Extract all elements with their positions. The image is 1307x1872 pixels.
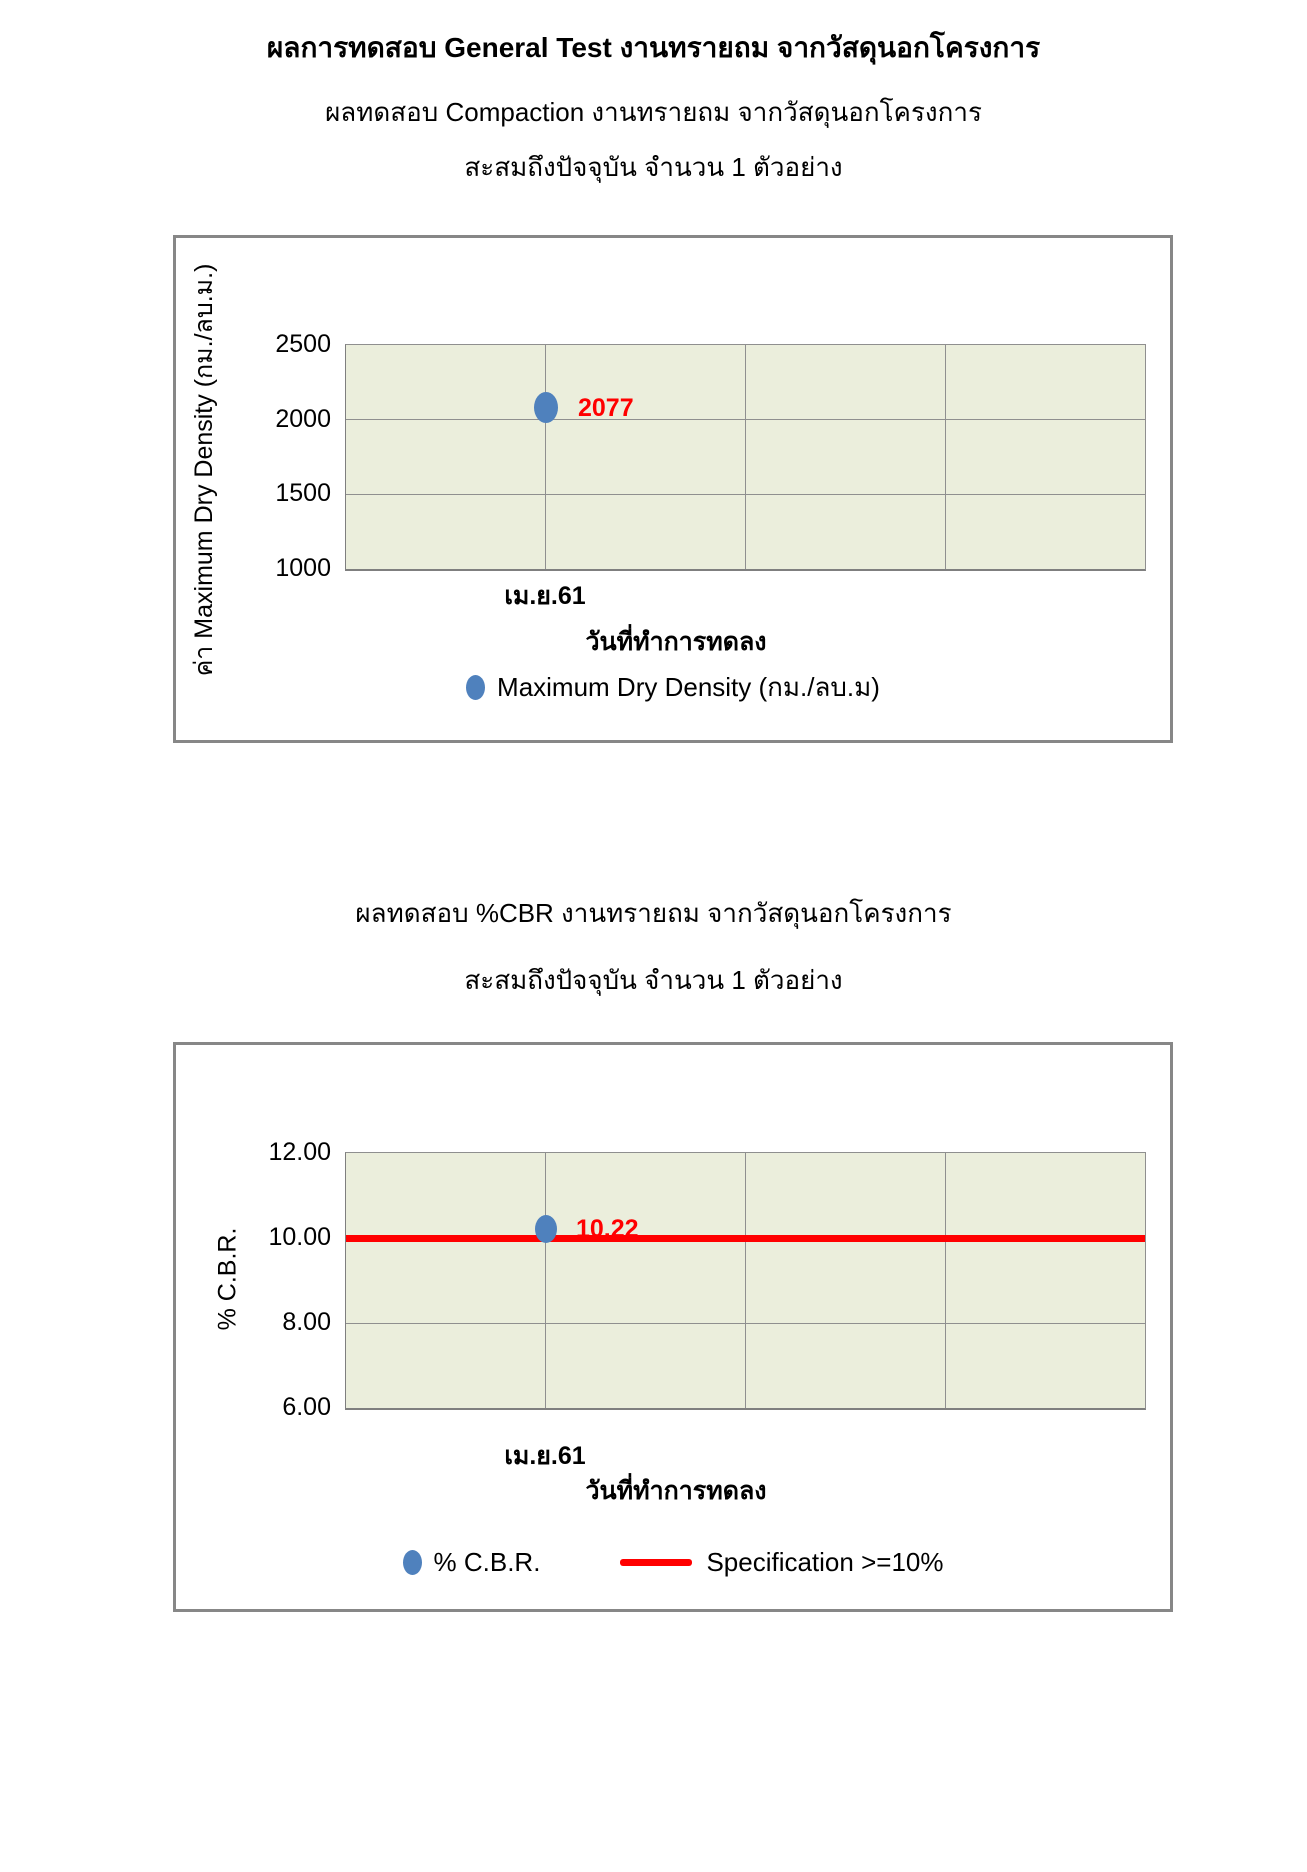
chart1-ytick-1500: 1500 [275, 479, 331, 507]
chart1-ytick-2000: 2000 [275, 405, 331, 433]
chart2-plot-area: 10.22 [345, 1152, 1146, 1410]
chart1-data-point-label: 2077 [578, 394, 634, 422]
chart1-title: ผลทดสอบ Compaction งานทรายถม จากวัสดุนอก… [325, 97, 982, 127]
chart2-specification-line [346, 1235, 1145, 1242]
chart2-legend-spec-label: Specification >=10% [706, 1547, 944, 1577]
chart1-data-point-marker [534, 392, 558, 423]
chart1-x-axis-title: วันที่ทำการทดลง [585, 628, 767, 656]
chart2-data-point-marker [535, 1215, 557, 1243]
chart1-y-axis-title: ค่า Maximum Dry Density (กม./ลบ.ม.) [190, 263, 218, 677]
chart2-legend-series-label: % C.B.R. [433, 1547, 541, 1577]
chart1-gridline-v-3 [945, 345, 946, 569]
chart1-legend: Maximum Dry Density (กม./ลบ.ม) [176, 671, 1170, 703]
chart2-legend-marker-icon [402, 1549, 422, 1575]
chart1-frame: ค่า Maximum Dry Density (กม./ลบ.ม.) 2500… [173, 235, 1173, 743]
chart2-xtick: เม.ย.61 [504, 1442, 586, 1470]
chart2-gridline-v-3 [945, 1153, 946, 1408]
chart1-gridline-v-1 [545, 345, 546, 569]
chart2-ytick-6: 6.00 [282, 1393, 331, 1421]
chart2-ytick-8: 8.00 [282, 1308, 331, 1336]
chart1-legend-marker-icon [466, 674, 486, 700]
chart2-ytick-12: 12.00 [268, 1138, 331, 1166]
chart1-gridline-v-2 [745, 345, 746, 569]
chart2-subtitle: สะสมถึงปัจจุบัน จำนวน 1 ตัวอย่าง [464, 965, 843, 995]
chart2-legend-spec-line-icon [620, 1558, 693, 1566]
chart2-legend: % C.B.R. Specification >=10% [176, 1546, 1170, 1578]
page-title: ผลการทดสอบ General Test งานทรายถม จากวัส… [266, 32, 1041, 63]
chart1-subtitle: สะสมถึงปัจจุบัน จำนวน 1 ตัวอย่าง [464, 152, 843, 182]
chart2-title: ผลทดสอบ %CBR งานทรายถม จากวัสดุนอกโครงกา… [355, 898, 952, 928]
chart1-ytick-2500: 2500 [275, 330, 331, 358]
chart1-xtick: เม.ย.61 [504, 582, 586, 610]
chart2-x-axis-title: วันที่ทำการทดลง [585, 1477, 767, 1505]
chart1-legend-label: Maximum Dry Density (กม./ลบ.ม) [497, 672, 880, 702]
chart2-frame: % C.B.R. 12.00 10.00 8.00 6.00 10.22 เม.… [173, 1042, 1173, 1612]
chart1-plot-area: 2077 [345, 344, 1146, 571]
chart1-ytick-1000: 1000 [275, 554, 331, 582]
chart2-data-point-label: 10.22 [576, 1215, 639, 1243]
chart2-ytick-10: 10.00 [268, 1223, 331, 1251]
chart2-gridline-v-2 [745, 1153, 746, 1408]
chart2-gridline-v-1 [545, 1153, 546, 1408]
